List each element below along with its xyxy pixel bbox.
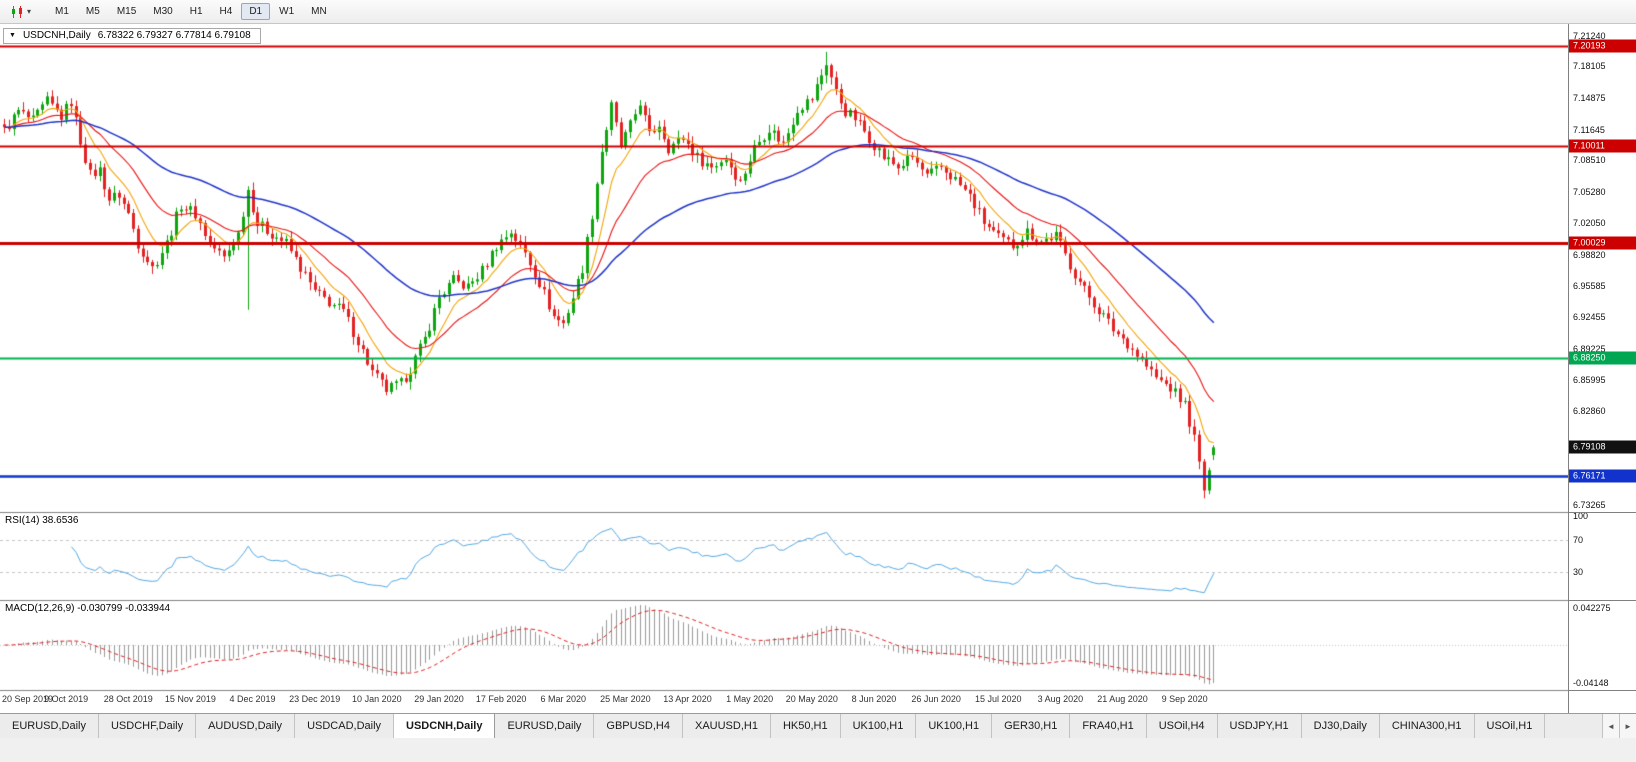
x-axis-date-label: 21 Aug 2020 [1097,694,1148,704]
tab-fra40-h1[interactable]: FRA40,H1 [1070,714,1147,738]
price-tick: -0.04148 [1573,678,1609,688]
chevron-down-icon: ▾ [27,7,32,16]
price-tick: 7.08510 [1573,155,1606,166]
chart-ohlc-title: ▼ USDCNH,Daily 6.78322 6.79327 6.77814 6… [3,28,261,44]
tab-usdcad-daily[interactable]: USDCAD,Daily [295,714,395,738]
tab-usoil-h1[interactable]: USOil,H1 [1474,714,1546,738]
tab-uk100-h1[interactable]: UK100,H1 [840,714,917,738]
price-tick: 6.89225 [1573,343,1606,354]
current-price-badge: 6.79108 [1569,440,1636,454]
price-tick: 30 [1573,567,1584,577]
resistance-level-badge: 7.10011 [1569,139,1636,153]
x-axis-date-label: 26 Jun 2020 [911,694,961,704]
timeframe-button-mn[interactable]: MN [311,6,327,17]
price-tick: 6.98820 [1573,249,1606,260]
price-tick: 7.02050 [1573,218,1606,229]
tab-usdcnh-daily[interactable]: USDCNH,Daily [394,714,496,738]
price-tick: 6.73265 [1573,499,1606,510]
macd-indicator-label: MACD(12,26,9) -0.030799 -0.033944 [5,603,171,614]
price-tick: 70 [1573,535,1584,545]
timeframe-button-h1[interactable]: H1 [189,6,203,17]
panel-separator [1569,600,1636,601]
x-axis-date-label: 9 Oct 2019 [44,694,89,704]
price-tick: 7.18105 [1573,61,1606,72]
tab-eurusd-daily[interactable]: EURUSD,Daily [495,714,595,738]
tab-usdjpy-h1[interactable]: USDJPY,H1 [1217,714,1302,738]
tab-eurusd-daily[interactable]: EURUSD,Daily [0,714,99,738]
x-axis-date-label: 13 Apr 2020 [663,694,712,704]
tab-hk50-h1[interactable]: HK50,H1 [770,714,841,738]
timeframe-button-m1[interactable]: M1 [55,6,69,17]
timeframes-toolbar-group: M1 M5 M15 M30 H1 H4 D1 W1 MN [47,3,335,20]
timeframes-toolbar: ▾ M1 M5 M15 M30 H1 H4 D1 W1 MN [0,0,1636,24]
x-axis-date-label: 29 Jan 2020 [414,694,464,704]
support-level-badge: 6.76171 [1569,469,1636,483]
panel-separator [1569,690,1636,691]
x-axis-date-label: 23 Dec 2019 [289,694,341,704]
tab-scroll-controls: ◄ ► [1602,714,1636,738]
price-tick: 100 [1573,511,1589,521]
candlestick-chart-icon [12,5,22,18]
tab-xauusd-h1[interactable]: XAUUSD,H1 [682,714,771,738]
status-bar-area [0,738,1636,762]
price-tick: 7.14875 [1573,93,1606,103]
price-tick: 6.95585 [1573,281,1606,292]
x-axis-date-label: 1 May 2020 [726,694,774,704]
tabs-scroll-right-button[interactable]: ► [1619,714,1636,738]
tab-china300-h1[interactable]: CHINA300,H1 [1379,714,1475,738]
x-axis-date-label: 4 Dec 2019 [229,694,276,704]
support-level-badge: 6.88250 [1569,351,1636,365]
x-axis-date-label: 15 Jul 2020 [974,694,1022,704]
rsi-indicator-label: RSI(14) 38.6536 [5,515,79,526]
tab-usdchf-daily[interactable]: USDCHF,Daily [98,714,197,738]
resistance-level-badge: 7.20193 [1569,39,1636,53]
timeframe-button-d1[interactable]: D1 [241,3,271,20]
chart-tabs-group: EURUSD,Daily USDCHF,Daily AUDUSD,Daily USDC… [0,714,1546,738]
tab-dj30-daily[interactable]: DJ30,Daily [1301,714,1380,738]
x-axis-date-label: 3 Aug 2020 [1037,694,1084,704]
tab-usoil-h4[interactable]: USOil,H4 [1146,714,1218,738]
price-tick: 7.11645 [1573,124,1605,135]
timeframe-button-m15[interactable]: M15 [116,6,137,17]
price-tick: 7.05280 [1573,186,1606,197]
x-axis-date-label: 25 Mar 2020 [600,694,651,704]
chart-canvas[interactable] [0,24,1568,713]
price-tick: 6.85995 [1573,375,1606,386]
x-axis-date-label: 28 Oct 2019 [103,694,153,704]
price-tick: 6.92455 [1573,312,1606,323]
x-axis-date-label: 20 May 2020 [785,694,838,704]
tab-gbpusd-h4[interactable]: GBPUSD,H4 [594,714,683,738]
timeframe-button-m30[interactable]: M30 [153,6,173,17]
price-tick: 7.21240 [1573,30,1606,41]
price-scale[interactable]: 7.21240 7.18105 7.14875 7.11645 7.08510 7.052… [1568,24,1636,713]
price-tick: 6.82860 [1573,405,1606,416]
timeframe-button-w1[interactable]: W1 [279,6,295,17]
chart-dropdown-icon: ▼ [9,32,16,39]
tab-ger30-h1[interactable]: GER30,H1 [992,714,1071,738]
tabs-scroll-left-button[interactable]: ◄ [1602,714,1619,738]
x-axis-date-label: 20 Sep 2019 [2,694,54,704]
price-tick: 0.042275 [1573,603,1611,613]
x-axis-date-label: 15 Nov 2019 [164,694,216,704]
chart-window: ▼ USDCNH,Daily 6.78322 6.79327 6.77814 6… [0,24,1636,713]
chart-type-button[interactable]: ▾ [6,4,36,20]
timeframe-button-m5[interactable]: M5 [85,6,100,17]
symbol-period-label: USDCNH,Daily [22,30,91,41]
tab-audusd-daily[interactable]: AUDUSD,Daily [196,714,296,738]
x-axis-date-label: 17 Feb 2020 [475,694,527,704]
tab-uk100-h1[interactable]: UK100,H1 [916,714,993,738]
x-axis-date-label: 10 Jan 2020 [352,694,402,704]
ohlc-values: 6.78322 6.79327 6.77814 6.79108 [97,30,251,41]
timeframe-button-h4[interactable]: H4 [219,6,233,17]
x-axis-date-label: 9 Sep 2020 [1161,694,1208,704]
panel-separator [1569,512,1636,513]
x-axis-date-label: 6 Mar 2020 [540,694,587,704]
resistance-level-badge: 7.00029 [1569,236,1636,250]
x-axis-date-label: 8 Jun 2020 [851,694,897,704]
chart-tab-bar: EURUSD,Daily USDCHF,Daily AUDUSD,Daily USDC… [0,713,1636,738]
